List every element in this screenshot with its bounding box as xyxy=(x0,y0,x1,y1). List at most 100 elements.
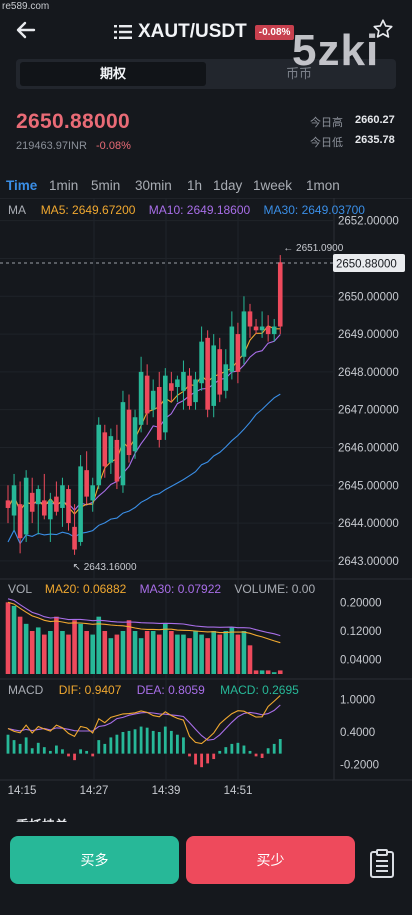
candle-body xyxy=(229,326,235,372)
high-value: 2660.27 xyxy=(355,114,395,126)
bottom-action-bar: 买多 买少 xyxy=(0,822,412,915)
price-tick-label: 2648.00000 xyxy=(338,367,399,379)
last-price-tag: 2650.88000 xyxy=(336,259,397,271)
candle-body xyxy=(29,492,35,512)
macd-value: MACD: 0.2695 xyxy=(220,683,299,697)
macd-bar xyxy=(73,753,76,761)
volume-bar xyxy=(259,670,265,674)
volume-bar xyxy=(253,670,259,674)
ma5-line xyxy=(7,325,281,515)
volume-bar xyxy=(29,631,35,674)
max-price-marker: ← 2651.0900 xyxy=(283,243,343,254)
buy-short-button[interactable]: 买少 xyxy=(186,836,355,884)
macd-bar xyxy=(42,747,46,754)
volume-bar xyxy=(235,634,241,674)
macd-bar xyxy=(157,732,161,754)
active-tab-bg xyxy=(20,62,206,86)
price-tick-label: 2645.00000 xyxy=(338,480,399,492)
candle-body xyxy=(72,526,77,550)
macd-bar xyxy=(218,750,222,754)
tf-1day[interactable]: 1day xyxy=(213,178,243,193)
ma30-value: MA30: 2649.03700 xyxy=(263,203,365,217)
macd-bar xyxy=(248,750,252,754)
high-label: 今日高 xyxy=(310,117,343,129)
tf-5min[interactable]: 5min xyxy=(91,178,121,193)
tf-1h[interactable]: 1h xyxy=(187,178,203,193)
tf-1mon[interactable]: 1mon xyxy=(306,178,340,193)
tf-30min[interactable]: 30min xyxy=(135,178,172,193)
tab-spot[interactable]: 币币 xyxy=(285,66,312,81)
ma-legend: MA MA5: 2649.67200 MA10: 2649.18600 MA30… xyxy=(8,203,365,217)
candle-body xyxy=(271,326,277,335)
candle-body xyxy=(42,500,47,516)
macd-bar xyxy=(169,730,173,754)
candle-body xyxy=(66,489,71,524)
macd-bar xyxy=(61,749,64,754)
volume-bar xyxy=(72,620,77,674)
buy-long-button[interactable]: 买多 xyxy=(10,836,179,884)
candle-body xyxy=(253,326,259,331)
pair-selector[interactable]: XAUT/USDT -0.08% xyxy=(114,20,295,44)
volume-bar xyxy=(156,634,162,674)
candle-body xyxy=(265,326,271,335)
order-book-icon[interactable] xyxy=(367,849,397,879)
volume-bar xyxy=(48,631,53,674)
low-label: 今日低 xyxy=(310,137,343,149)
volume-bar xyxy=(217,634,223,674)
last-price: 2650.88000 xyxy=(16,110,130,133)
macd-bar xyxy=(139,726,143,754)
macd-bar xyxy=(272,743,276,754)
price-tick-label: 2652.00000 xyxy=(338,216,399,228)
tf-1week[interactable]: 1week xyxy=(253,178,293,193)
price-tick-label: 2643.00000 xyxy=(338,556,399,568)
ma30-line xyxy=(7,393,281,545)
market-type-tabs: 期权 币币 xyxy=(16,59,396,89)
macd-bar xyxy=(145,727,149,754)
macd-bar xyxy=(278,739,282,754)
volume-bar xyxy=(126,620,132,674)
macd-tick-label: 0.4000 xyxy=(340,727,375,739)
macd-bar xyxy=(127,730,131,754)
macd-bar xyxy=(67,753,70,757)
vol-tick-label: 0.12000 xyxy=(340,626,382,638)
macd-bar xyxy=(91,753,95,757)
volume-bar xyxy=(163,623,168,674)
volume-bar xyxy=(205,638,210,674)
macd-bar xyxy=(242,745,246,754)
macd-bar xyxy=(121,732,125,754)
tab-options[interactable]: 期权 xyxy=(99,66,126,81)
macd-bar xyxy=(254,753,258,757)
favorite-star-icon[interactable] xyxy=(372,18,394,40)
price-tick-label: 2650.00000 xyxy=(338,291,399,303)
macd-bar xyxy=(206,753,210,764)
macd-bar xyxy=(6,734,10,754)
volume-bar xyxy=(108,638,114,674)
candle-body xyxy=(163,375,168,433)
tf-time[interactable]: Time xyxy=(6,178,38,193)
volume-bar xyxy=(181,634,186,674)
candle-body xyxy=(78,466,83,542)
candle-body xyxy=(247,311,253,327)
back-arrow-icon[interactable] xyxy=(14,18,38,42)
candle-body xyxy=(108,436,114,463)
time-tick-label: 14:27 xyxy=(80,785,109,797)
vol-tick-label: 0.04000 xyxy=(340,655,382,667)
pair-title: XAUT/USDT xyxy=(138,21,247,42)
kline-chart[interactable]: 2652.000002651.000002650.000002649.00000… xyxy=(0,198,412,810)
macd-bar xyxy=(115,734,119,754)
macd-bar xyxy=(79,749,82,754)
volume-bar xyxy=(223,631,229,674)
vol-ma20-value: MA20: 0.06882 xyxy=(44,582,127,596)
volume-bar xyxy=(90,634,95,674)
macd-bar xyxy=(200,753,203,768)
candle-body xyxy=(217,349,223,395)
volume-bar xyxy=(120,631,126,674)
candle-body xyxy=(138,371,144,425)
candle-body xyxy=(23,477,29,535)
tf-1min[interactable]: 1min xyxy=(49,178,79,193)
macd-tick-label: -0.2000 xyxy=(340,759,379,771)
candle-body xyxy=(132,417,138,452)
candle-body xyxy=(199,341,204,384)
candle-body xyxy=(102,432,108,467)
macd-bar xyxy=(109,737,113,754)
